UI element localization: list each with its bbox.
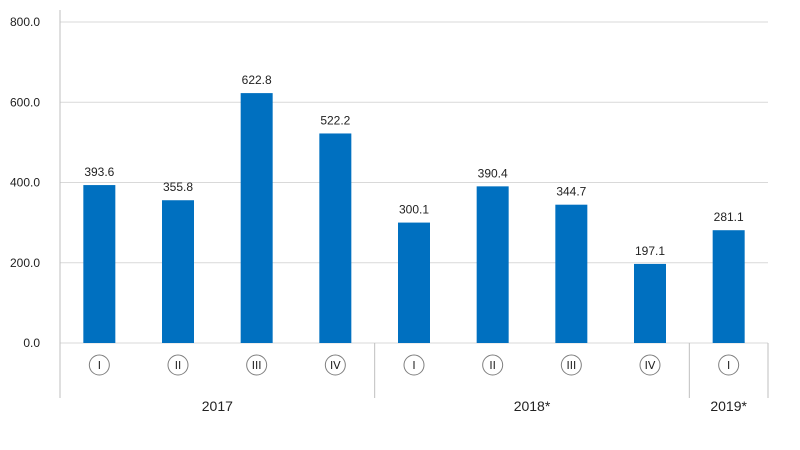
bar [476,186,509,343]
quarter-marker-circle [639,354,661,376]
data-label: 390.4 [478,166,508,180]
data-labels: 393.6 355.8 622.8 522.2 300.1 390.4 344.7 197.1… [84,73,744,258]
x-tick-label: IV [330,359,341,372]
quarter-marker-circle [560,354,582,376]
x-tick-label: I [98,359,101,372]
x-tick-label: II [175,359,182,372]
quarter-marker-circle [167,354,189,376]
y-tick-label: 200.0 [10,256,40,270]
group-label: 2017 [202,398,233,414]
quarter-marker-circle [482,354,504,376]
data-label: 622.8 [242,73,272,87]
y-axis-tick-labels: 0.0 200.0 400.0 600.0 800.0 [10,15,40,350]
data-label: 355.8 [163,180,193,194]
quarter-marker-circle [403,354,425,376]
bar [319,133,352,343]
data-label: 522.2 [320,113,350,127]
bar [162,200,194,343]
bar [712,230,745,343]
data-label: 281.1 [714,210,744,224]
x-tick-label: II [489,359,496,372]
x-tick-label: III [252,359,262,372]
data-label: 393.6 [84,165,114,179]
data-label: 344.7 [556,185,586,199]
y-tick-label: 400.0 [10,176,40,190]
quarter-marker-circle [88,354,110,376]
bar [398,222,430,343]
bar [555,204,588,343]
x-tick-label: I [727,359,730,372]
group-label: 2019* [710,398,747,414]
quarter-marker-circle [324,354,346,376]
quarter-marker-circle [246,354,268,376]
x-tick-label: III [566,359,576,372]
bar [240,93,273,343]
quarter-marker-circle [718,354,740,376]
bars [83,93,745,343]
data-label: 197.1 [635,244,665,258]
y-tick-label: 800.0 [10,15,40,29]
data-label: 300.1 [399,203,429,217]
group-label: 2018* [514,398,551,414]
x-tick-label: I [412,359,415,372]
y-tick-label: 600.0 [10,95,40,109]
x-tick-label: IV [645,359,656,372]
y-tick-label: 0.0 [23,336,40,350]
bar [83,185,116,343]
bar [634,263,666,343]
